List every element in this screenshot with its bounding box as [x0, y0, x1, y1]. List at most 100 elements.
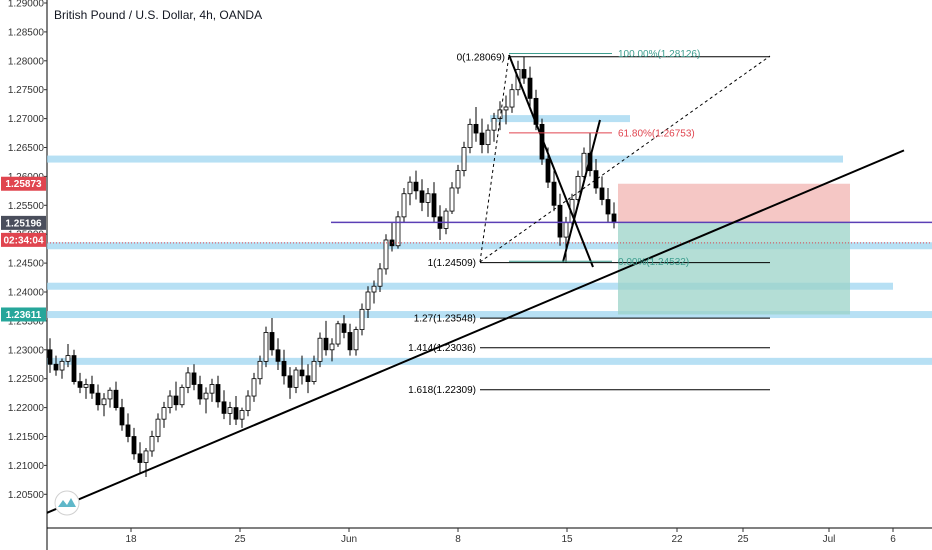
x-tick-label: 25 — [234, 534, 246, 545]
candle-body — [293, 369, 299, 388]
candle-body — [221, 401, 227, 414]
candle-body — [203, 392, 209, 400]
ascending-trend-line — [46, 149, 905, 514]
fib-layer[interactable]: 0(1.28069) 1(1.24509) 1.27(1.23548) 1.414(1… — [408, 49, 770, 396]
candle-body — [167, 395, 173, 409]
candle-body — [473, 123, 479, 134]
candle-body — [101, 398, 107, 406]
candle-body — [365, 291, 371, 310]
y-tick-label: 1.21000 — [8, 461, 45, 472]
candle-body — [143, 450, 149, 463]
candle-body — [275, 349, 281, 362]
ascending-leg-line — [562, 119, 601, 263]
fib-level-label: 100.00%(1.28126) — [618, 49, 700, 60]
horizontal-zone — [47, 357, 932, 365]
candle-body — [263, 332, 269, 362]
candle-body — [89, 384, 95, 394]
x-tick-label: 18 — [125, 534, 137, 545]
candle-body — [491, 118, 497, 131]
price-badge-text: 02:34:04 — [3, 235, 43, 246]
candle-body — [455, 170, 461, 189]
candle-body — [215, 384, 221, 403]
horizontal-zone — [47, 155, 843, 163]
y-tick-label: 1.20500 — [8, 490, 45, 501]
stop-loss-zone — [618, 183, 850, 223]
candle-body — [401, 193, 407, 218]
candle-body — [173, 395, 179, 406]
x-tick-label: 15 — [561, 534, 573, 545]
candle-body — [131, 436, 137, 455]
horizontal-zone — [490, 115, 630, 123]
candle-body — [83, 384, 89, 388]
y-tick-label: 1.27000 — [8, 114, 45, 125]
x-tick-label: 8 — [455, 534, 461, 545]
candle-body — [155, 418, 161, 437]
candle-body — [161, 407, 167, 420]
candle-body — [299, 369, 305, 377]
y-tick-label: 1.28000 — [8, 56, 45, 67]
price-badge-text: 1.25196 — [5, 218, 42, 229]
candle-body — [599, 187, 605, 200]
x-tick-label: 6 — [890, 534, 896, 545]
logo-icon[interactable] — [54, 490, 80, 516]
candle-body — [485, 129, 491, 146]
candle-body — [581, 152, 587, 177]
candle-body — [425, 193, 431, 203]
y-tick-label: 1.24000 — [8, 288, 45, 299]
y-tick-label: 1.23500 — [8, 316, 45, 327]
horizontal-zone — [47, 282, 893, 290]
candle-body — [371, 285, 377, 293]
price-badge — [1, 215, 46, 230]
dashed-leg-line — [479, 54, 510, 263]
price-badge — [1, 232, 46, 247]
y-tick-label: 1.24500 — [8, 259, 45, 270]
candle-body — [443, 210, 449, 229]
y-tick-label: 1.23000 — [8, 345, 45, 356]
take-profit-zone — [618, 222, 850, 315]
candles-layer — [47, 56, 617, 477]
dashed-projection-line — [479, 55, 771, 263]
candle-body — [95, 392, 101, 406]
fib-level-label: 61.80%(1.26753) — [618, 128, 695, 139]
candle-body — [413, 181, 419, 192]
candle-body — [191, 372, 197, 385]
candle-body — [383, 239, 389, 270]
candle-body — [521, 69, 527, 79]
fib-level-label: 1(1.24509) — [428, 258, 476, 269]
candle-body — [551, 181, 557, 206]
x-tick-label: Jun — [341, 534, 357, 545]
price-badge-text: 1.25873 — [5, 179, 42, 190]
candle-body — [287, 375, 293, 388]
price-badges: 1.25873 1.25196 02:34:04 1.23611 — [1, 176, 46, 322]
candle-body — [119, 407, 125, 426]
price-badge — [1, 176, 46, 191]
candle-body — [149, 436, 155, 452]
candle-body — [125, 424, 131, 437]
candle-body — [233, 407, 239, 420]
candle-body — [281, 360, 287, 377]
candle-body — [305, 375, 311, 382]
fib-level-label: 0.00%(1.24532) — [618, 257, 689, 268]
candle-body — [563, 222, 569, 238]
y-tick-label: 1.26500 — [8, 143, 45, 154]
candle-body — [65, 355, 71, 362]
candle-body — [407, 181, 413, 195]
candle-body — [575, 175, 581, 200]
y-tick-label: 1.28500 — [8, 27, 45, 38]
position-tool[interactable] — [618, 183, 850, 315]
drawings-layer[interactable] — [46, 54, 932, 514]
candle-body — [323, 337, 329, 351]
candle-body — [479, 132, 485, 146]
zones-layer — [47, 115, 932, 365]
y-tick-label: 1.21500 — [8, 432, 45, 443]
candle-body — [251, 378, 257, 397]
candle-body — [197, 384, 203, 400]
candle-body — [419, 190, 425, 203]
candle-body — [257, 360, 263, 380]
candle-body — [113, 389, 119, 409]
y-tick-label: 1.29000 — [8, 0, 45, 10]
candle-body — [335, 323, 341, 345]
candle-body — [245, 395, 251, 411]
